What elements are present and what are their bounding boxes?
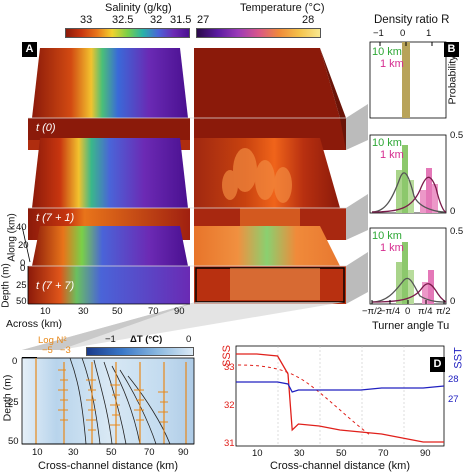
across-tick-70: 70 [148,306,159,317]
b-xtick-1: −π/4 [380,306,401,317]
density-tick-neg1: −1 [373,28,384,39]
depth-tick-50-3d: 50 [16,296,27,307]
panel-label-d: D [430,357,445,372]
c-ytick-50: 50 [8,436,19,447]
time-label-2: t (7 + 7) [36,280,75,292]
c-ytick-0: 0 [12,356,18,367]
b2-line-1km [371,176,447,213]
c-xtick-50: 50 [106,447,117,458]
d-sss-line [236,353,444,443]
c-dt-colorbar [86,347,194,356]
c-dt-tick-0: 0 [186,334,192,345]
depth-tick-0-3d: 0 [20,263,26,274]
d-xtick-10: 10 [252,448,263,459]
b2-line-10km [371,172,446,213]
c-ytick-25: 25 [8,397,19,408]
across-axis-label: Across (km) [6,318,62,330]
salinity-colorbar-title: Salinity (g/kg) [105,2,172,14]
density-tick-0: 0 [400,28,406,39]
d-sst-tick-28: 28 [448,374,459,385]
c-xtick-90: 90 [178,447,189,458]
d-sss-tick-33: 33 [224,362,235,373]
salinity-colorbar [65,28,190,38]
panel-label-a: A [22,42,37,57]
temperature-colorbar-title: Temperature (°C) [240,2,325,14]
c-dt-tick-neg1: −1 [105,334,116,345]
c-log-tick-neg5: −5 [42,345,53,356]
density-tick-1: 1 [426,28,432,39]
across-tick-90: 90 [174,306,185,317]
salinity-tick-2: 32 [150,14,163,26]
c-xtick-30: 30 [68,447,79,458]
d-xtick-70: 70 [378,448,389,459]
b3-ytick-top: 0.5 [450,226,464,237]
b3-line-10km [371,277,447,303]
b3-ytick-zero: 0 [450,296,456,307]
time-label-0: t (0) [36,122,56,134]
across-tick-10: 10 [40,306,51,317]
b3-legend-10km: 10 km [372,230,402,242]
b-xtick-2: 0 [405,306,411,317]
temperature-tick-1: 28 [302,14,315,26]
c-xlabel: Cross-channel distance (km) [38,460,178,472]
panel-label-b: B [444,42,459,57]
d-xtick-50: 50 [336,448,347,459]
c-log-tick-neg3: −3 [60,345,71,356]
b-xtick-0: −π/2 [362,306,383,317]
salinity-tick-0: 33 [80,14,93,26]
b-xlabel: Turner angle Tu [372,320,450,332]
d-sss-tick-32: 32 [224,400,235,411]
b1-legend-1km: 1 km [380,58,404,70]
temperature-tick-0: 27 [197,14,210,26]
d-xlabel: Cross-channel distance (km) [270,460,410,472]
d-sst-tick-27: 27 [448,394,459,405]
depth-tick-25-3d: 25 [16,280,27,291]
time-label-1: t (7 + 1) [36,212,75,224]
b2-legend-10km: 10 km [372,137,402,149]
b2-ytick-top: 0.5 [450,130,464,141]
along-tick-0: 0 [20,258,26,269]
b-xtick-3: π/4 [418,306,433,317]
salinity-tick-3: 31.5 [170,14,192,26]
along-tick-20: 20 [18,240,29,251]
temperature-colorbar [196,28,321,38]
b2-legend-1km: 1 km [380,149,404,161]
across-tick-30: 30 [78,306,89,317]
c-xtick-70: 70 [144,447,155,458]
b1-bar-10km [402,42,410,118]
along-tick-40: 40 [16,222,27,233]
d-sss-tick-31: 31 [224,438,235,449]
d-sst-line [236,381,445,393]
b3-legend-1km: 1 km [380,242,404,254]
d-sss-dashed [237,364,371,436]
c-dt-label: ΔT (°C) [130,334,163,345]
density-ratio-title: Density ratio R [374,14,450,26]
c-log-label: Log N² [38,335,67,346]
d-xtick-90: 90 [420,448,431,459]
salinity-tick-1: 32.5 [112,14,134,26]
across-tick-50: 50 [112,306,123,317]
c-xtick-10: 10 [32,447,43,458]
b-xtick-4: π/2 [436,306,451,317]
b1-legend-10km: 10 km [372,46,402,58]
d-xtick-30: 30 [294,448,305,459]
b2-ytick-zero: 0 [450,206,456,217]
